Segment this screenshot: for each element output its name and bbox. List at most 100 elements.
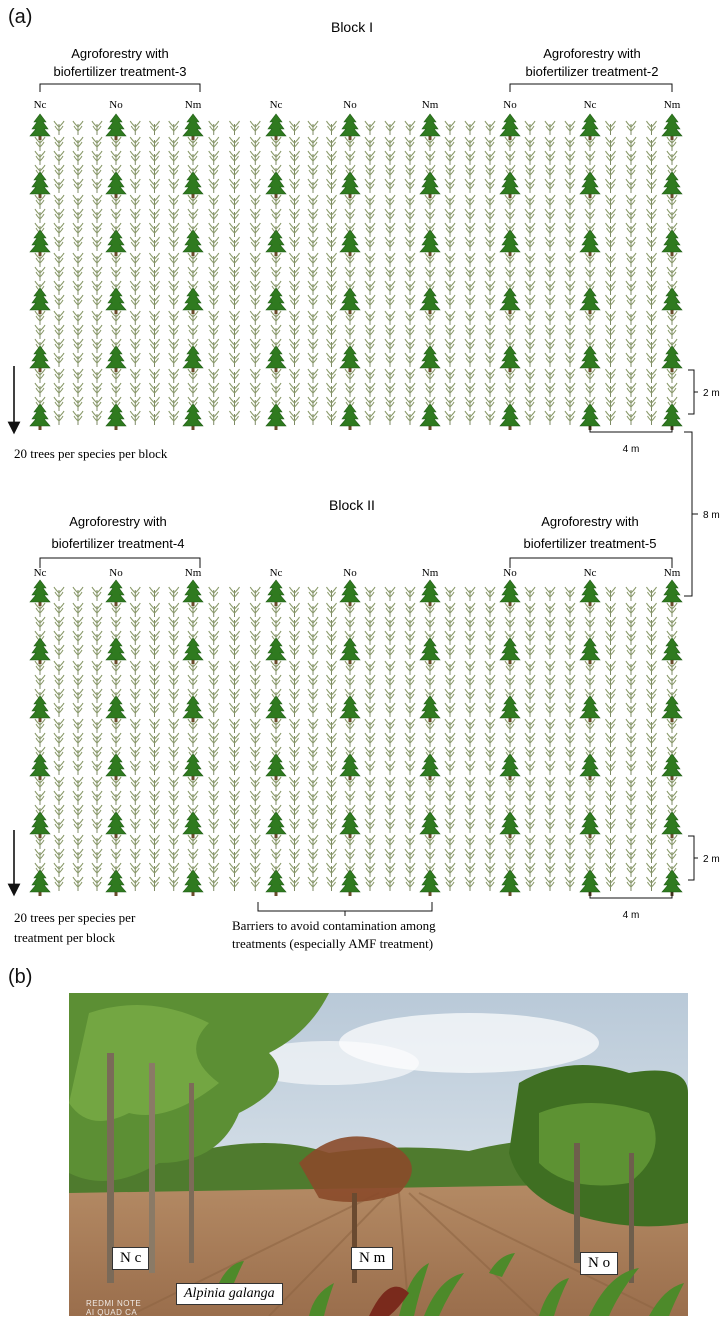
crop-plant-icon — [288, 410, 301, 426]
crop-plant-icon — [228, 776, 241, 792]
crop-plant-icon — [53, 294, 65, 310]
crop-plant-icon — [208, 280, 220, 296]
block2-note-line1: 20 trees per species per — [14, 910, 136, 925]
tree-icon — [339, 171, 361, 199]
crop-plant-icon — [168, 324, 180, 340]
crop-plant-icon — [228, 630, 241, 646]
crop-plant-icon — [110, 616, 122, 632]
crop-plant-icon — [249, 746, 261, 762]
crop-plant-icon — [564, 368, 576, 384]
crop-plant-icon — [666, 790, 678, 806]
tree-icon — [182, 171, 204, 199]
crop-plant-icon — [404, 746, 416, 762]
crop-plant-icon — [625, 252, 637, 268]
crop-plant-icon — [404, 352, 416, 368]
crop-plant-icon — [72, 136, 84, 152]
tree-icon — [661, 345, 683, 373]
tree-icon — [661, 229, 683, 257]
crop-plant-icon — [288, 644, 301, 660]
crop-plant-icon — [91, 732, 103, 748]
crop-plant-icon — [625, 222, 637, 238]
crop-plant-icon — [129, 266, 141, 282]
crop-plant-icon — [464, 674, 476, 690]
crop-plant-icon — [504, 208, 516, 224]
crop-plant-icon — [91, 702, 103, 718]
crop-plant-icon — [464, 368, 476, 384]
crop-plant-icon — [524, 194, 536, 210]
crop-plant-icon — [444, 266, 456, 282]
tree-icon — [105, 229, 127, 257]
crop-plant-icon — [168, 644, 180, 660]
crop-plant-icon — [484, 310, 496, 326]
crop-plant-icon — [249, 790, 261, 806]
crop-plant-icon — [504, 382, 516, 398]
crop-plant-icon — [604, 310, 617, 326]
crop-plant-icon — [484, 352, 496, 368]
crop-plant-icon — [444, 644, 456, 660]
crop-plant-icon — [208, 194, 220, 210]
crop-plant-icon — [464, 410, 476, 426]
crop-plant-icon — [544, 790, 556, 806]
crop-plant-icon — [604, 266, 617, 282]
crop-plant-icon — [148, 834, 161, 850]
crop-plant-icon — [604, 222, 617, 238]
crop-plant-icon — [249, 616, 261, 632]
crop-plant-icon — [424, 382, 436, 398]
tree-icon — [499, 113, 521, 141]
crop-plant-icon — [384, 266, 396, 282]
crop-plant-icon — [270, 732, 282, 748]
crop-plant-icon — [148, 382, 161, 398]
crop-plant-icon — [484, 164, 496, 180]
tree-icon — [105, 695, 127, 723]
tree-icon — [661, 287, 683, 315]
crop-plant-icon — [384, 586, 396, 602]
crop-plant-icon — [544, 324, 556, 340]
tree-icon — [29, 403, 51, 431]
crop-plant-icon — [484, 818, 496, 834]
crop-plant-icon — [604, 616, 617, 632]
crop-plant-icon — [444, 674, 456, 690]
crop-plant-icon — [584, 382, 596, 398]
crop-plant-icon — [34, 208, 46, 224]
crop-plant-icon — [444, 222, 456, 238]
crop-plant-icon — [91, 266, 103, 282]
crop-plant-icon — [208, 150, 220, 166]
crop-plant-icon — [384, 804, 396, 820]
crop-plant-icon — [384, 746, 396, 762]
crop-plant-icon — [228, 252, 241, 268]
crop-plant-icon — [168, 804, 180, 820]
block1-bracket-right — [509, 83, 673, 92]
crop-plant-icon — [464, 644, 476, 660]
tree-icon — [29, 229, 51, 257]
crop-plant-icon — [228, 586, 241, 602]
crop-plant-icon — [307, 804, 319, 820]
crop-plant-icon — [288, 252, 301, 268]
crop-plant-icon — [148, 294, 161, 310]
tree-icon — [419, 171, 441, 199]
crop-plant-icon — [53, 150, 65, 166]
crop-plant-icon — [645, 368, 658, 384]
tree-icon — [579, 113, 601, 141]
crop-plant-icon — [91, 848, 103, 864]
crop-plant-icon — [524, 616, 536, 632]
crop-plant-icon — [325, 324, 338, 340]
crop-plant-icon — [645, 862, 658, 878]
crop-plant-icon — [288, 848, 301, 864]
crop-plant-icon — [129, 236, 141, 252]
crop-plant-icon — [129, 396, 141, 412]
crop-plant-icon — [208, 164, 220, 180]
crop-plant-icon — [129, 660, 141, 676]
crop-plant-icon — [129, 352, 141, 368]
crop-plant-icon — [645, 804, 658, 820]
crop-plant-icon — [148, 746, 161, 762]
crop-plant-icon — [645, 382, 658, 398]
crop-plant-icon — [228, 602, 241, 618]
crop-plant-icon — [604, 660, 617, 676]
crop-plant-icon — [584, 732, 596, 748]
crop-plant-icon — [91, 178, 103, 194]
crop-plant-icon — [53, 352, 65, 368]
crop-plant-icon — [288, 660, 301, 676]
crop-plant-icon — [524, 352, 536, 368]
crop-plant-icon — [404, 266, 416, 282]
crop-plant-icon — [91, 630, 103, 646]
